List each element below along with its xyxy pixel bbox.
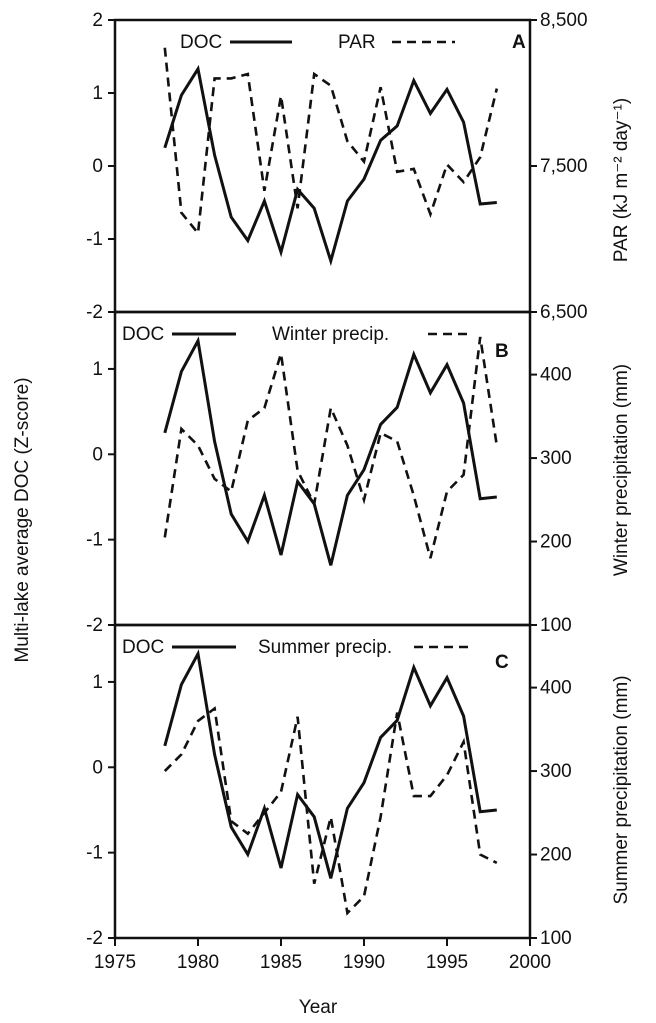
- y2-tick-label: 300: [540, 448, 572, 469]
- y-tick-label: 1: [92, 672, 103, 693]
- panel-b: 1 0 -1 -2 400 300 200 100 Winter precipitation (…: [86, 310, 632, 636]
- panel-c: 1 0 -1 -2 400 300 200 100 Summer precipitation (…: [86, 623, 632, 973]
- x-tick-label: 1975: [94, 952, 136, 973]
- panel-letter: B: [495, 341, 509, 362]
- y2-tick-label: 7,500: [540, 156, 588, 177]
- y2-tick-label: 300: [540, 761, 572, 782]
- series-line-doc: [163, 649, 497, 879]
- y-tick-label: 2: [92, 10, 103, 31]
- y-tick-label: -2: [86, 302, 103, 323]
- y-tick-label: 0: [92, 156, 103, 177]
- series-line-doc: [163, 64, 497, 267]
- y-tick-label: 0: [92, 444, 103, 465]
- y2-tick-label: 400: [540, 365, 572, 386]
- y2-tick-label: 200: [540, 845, 572, 866]
- y-axis-title: Multi-lake average DOC (Z-score): [12, 377, 33, 662]
- panels: 2 1 0 -1 -2 8,500 7,500 6,500 PAR (kJ m⁻² day⁻¹)…: [86, 10, 632, 973]
- plot-frame: [113, 310, 532, 627]
- legend-label-secondary: Winter precip.: [272, 324, 389, 345]
- legend-label-secondary: Summer precip.: [258, 637, 392, 658]
- legend-label-secondary: PAR: [338, 32, 376, 53]
- y2-axis-title: Winter precipitation (mm): [611, 364, 632, 576]
- plot-frame: [113, 623, 532, 940]
- plot-frame: [113, 18, 532, 314]
- x-tick-label: 1980: [177, 952, 219, 973]
- panel-letter: C: [495, 652, 509, 673]
- panel-letter: A: [512, 32, 526, 53]
- series-line-secondary: [163, 47, 499, 237]
- y2-tick-label: 100: [540, 615, 572, 636]
- series-line-secondary: [163, 706, 498, 916]
- y-tick-label: 0: [92, 757, 103, 778]
- x-tick-label: 1995: [426, 952, 468, 973]
- x-tick-label: 1990: [343, 952, 385, 973]
- y-tick-label: -1: [86, 530, 103, 551]
- y2-axis-title: PAR (kJ m⁻² day⁻¹): [611, 98, 632, 262]
- y-tick-label: -2: [86, 928, 103, 949]
- panel-a: 2 1 0 -1 -2 8,500 7,500 6,500 PAR (kJ m⁻² day⁻¹)…: [86, 10, 632, 323]
- y2-tick-label: 400: [540, 678, 572, 699]
- series-line-doc: [163, 336, 497, 566]
- x-tick-label: 2000: [509, 952, 551, 973]
- legend-label-doc: DOC: [180, 32, 222, 53]
- y-tick-label: -1: [86, 843, 103, 864]
- legend-label-doc: DOC: [122, 324, 164, 345]
- y2-tick-label: 6,500: [540, 302, 588, 323]
- y2-tick-label: 200: [540, 532, 572, 553]
- y2-axis-title: Summer precipitation (mm): [611, 675, 632, 904]
- y2-tick-label: 100: [540, 928, 572, 949]
- legend-label-doc: DOC: [122, 637, 164, 658]
- series-line-secondary: [163, 336, 499, 559]
- y-tick-label: 1: [92, 83, 103, 104]
- x-axis-title: Year: [299, 997, 338, 1018]
- y-tick-label: -1: [86, 229, 103, 250]
- y2-tick-label: 8,500: [540, 10, 588, 31]
- x-tick-label: 1985: [260, 952, 302, 973]
- y-tick-label: 1: [92, 359, 103, 380]
- y-tick-label: -2: [86, 615, 103, 636]
